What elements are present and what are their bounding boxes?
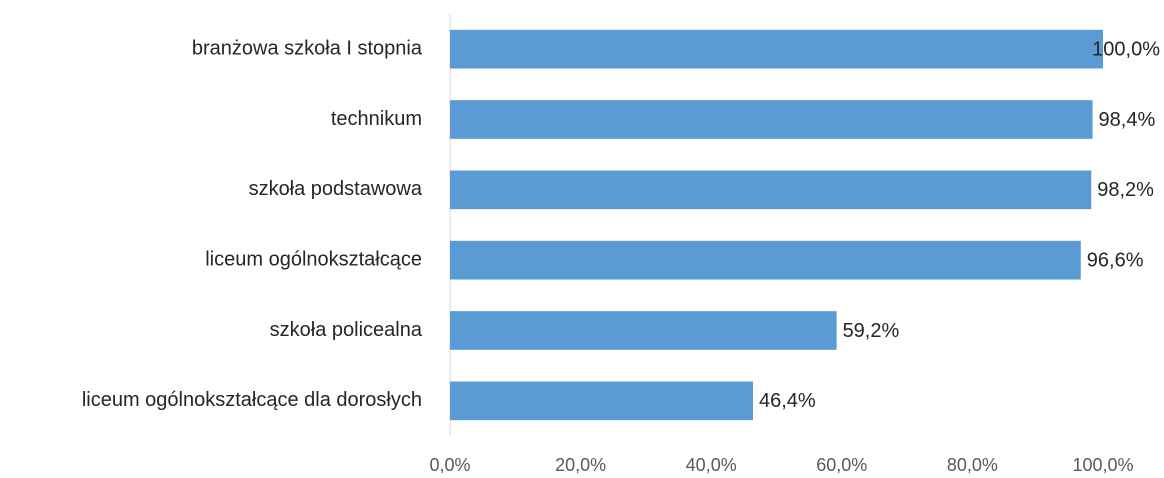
bar bbox=[450, 29, 1103, 69]
value-label: 96,6% bbox=[1087, 249, 1144, 271]
bar bbox=[450, 100, 1093, 139]
x-tick-label: 80,0% bbox=[947, 455, 998, 475]
y-tick-label: technikum bbox=[331, 108, 422, 130]
y-tick-label: liceum ogólnokształcące bbox=[205, 248, 422, 270]
bar bbox=[450, 311, 837, 350]
x-tick-label: 40,0% bbox=[686, 455, 737, 475]
x-tick-label: 0,0% bbox=[429, 455, 470, 475]
value-label: 98,2% bbox=[1097, 179, 1154, 201]
y-tick-label: liceum ogólnokształcące dla dorosłych bbox=[82, 389, 422, 411]
x-tick-label: 20,0% bbox=[555, 455, 606, 475]
value-label: 100,0% bbox=[1092, 38, 1160, 60]
bar bbox=[450, 170, 1092, 210]
value-label: 46,4% bbox=[759, 390, 816, 412]
y-tick-label: szkoła policealna bbox=[270, 319, 423, 341]
bar bbox=[450, 240, 1081, 280]
x-tick-label: 60,0% bbox=[816, 455, 867, 475]
value-label: 59,2% bbox=[843, 320, 900, 342]
value-label: 98,4% bbox=[1099, 109, 1156, 131]
x-tick-label: 100,0% bbox=[1072, 455, 1133, 475]
y-tick-label: branżowa szkoła I stopnia bbox=[192, 37, 423, 59]
y-tick-label: szkoła podstawowa bbox=[249, 178, 423, 200]
bar bbox=[450, 381, 753, 421]
